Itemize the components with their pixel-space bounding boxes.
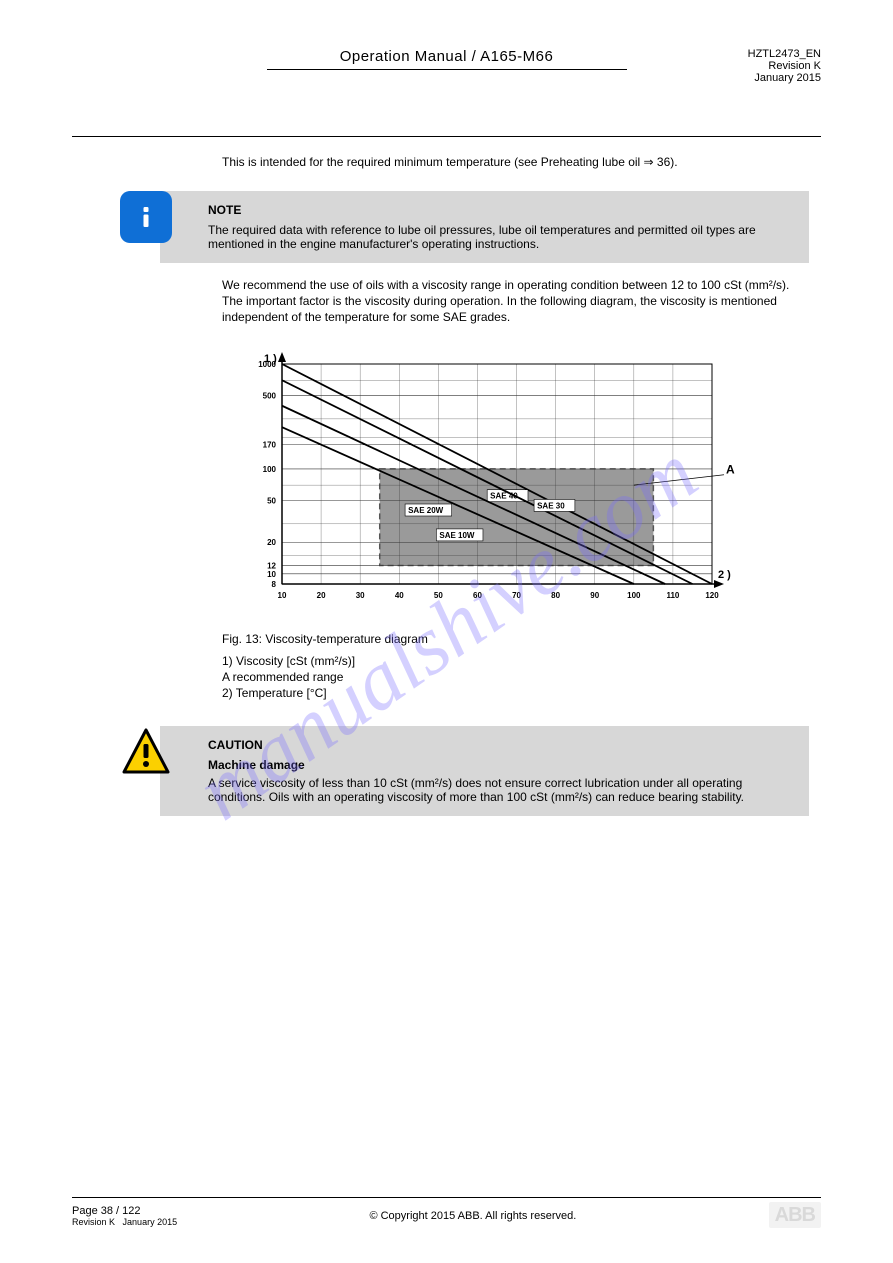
svg-text:30: 30 xyxy=(356,591,365,600)
header-meta: HZTL2473_EN Revision K January 2015 xyxy=(748,48,821,84)
svg-text:100: 100 xyxy=(263,464,277,473)
svg-text:20: 20 xyxy=(267,538,276,547)
footer-date: January 2015 xyxy=(123,1217,178,1227)
svg-text:SAE 10W: SAE 10W xyxy=(439,530,475,539)
svg-text:90: 90 xyxy=(590,591,599,600)
svg-text:1 ): 1 ) xyxy=(264,353,277,365)
svg-text:8: 8 xyxy=(272,580,277,589)
chart-key: 1) Viscosity [cSt (mm²/s)] A recommended… xyxy=(222,654,809,700)
svg-text:12: 12 xyxy=(267,561,276,570)
footer-page: Page 38 / 122 xyxy=(72,1205,177,1217)
svg-text:10: 10 xyxy=(278,591,287,600)
svg-text:2 ): 2 ) xyxy=(718,569,731,581)
note-text: The required data with reference to lube… xyxy=(208,223,793,251)
caution-body: A service viscosity of less than 10 cSt … xyxy=(208,776,793,804)
page-root: Operation Manual / A165-M66 HZTL2473_EN … xyxy=(0,0,893,1263)
note-callout: NOTE The required data with reference to… xyxy=(72,191,809,263)
content-area: This is intended for the required minimu… xyxy=(72,155,821,816)
svg-text:70: 70 xyxy=(512,591,521,600)
chart-caption: Fig. 13: Viscosity-temperature diagram xyxy=(222,632,809,646)
chart-key-1: 1) Viscosity [cSt (mm²/s)] xyxy=(222,654,809,668)
viscosity-chart: 8101220501001705001000102030405060708090… xyxy=(222,344,742,624)
footer: Page 38 / 122 Revision K January 2015 © … xyxy=(72,1197,821,1227)
svg-text:10: 10 xyxy=(267,569,276,578)
caution-box: CAUTION Machine damage A service viscosi… xyxy=(160,726,809,816)
svg-text:120: 120 xyxy=(705,591,719,600)
recommend-paragraph: We recommend the use of oils with a visc… xyxy=(222,277,809,326)
abb-logo: ABB xyxy=(769,1204,821,1227)
caution-callout: CAUTION Machine damage A service viscosi… xyxy=(72,726,809,816)
svg-text:50: 50 xyxy=(434,591,443,600)
svg-text:20: 20 xyxy=(317,591,326,600)
chart-key-A: A recommended range xyxy=(222,670,809,684)
chart-svg: 8101220501001705001000102030405060708090… xyxy=(222,344,742,624)
svg-text:50: 50 xyxy=(267,496,276,505)
svg-text:500: 500 xyxy=(263,391,277,400)
doc-id: HZTL2473_EN xyxy=(748,48,821,60)
svg-text:60: 60 xyxy=(473,591,482,600)
svg-text:SAE 20W: SAE 20W xyxy=(408,506,444,515)
svg-text:40: 40 xyxy=(395,591,404,600)
doc-title: Operation Manual / A165-M66 xyxy=(267,48,627,70)
svg-text:80: 80 xyxy=(551,591,560,600)
note-tag: NOTE xyxy=(208,203,241,217)
chart-key-2: 2) Temperature [°C] xyxy=(222,686,809,700)
svg-text:100: 100 xyxy=(627,591,641,600)
header: Operation Manual / A165-M66 HZTL2473_EN … xyxy=(72,48,821,108)
footer-rev: Revision K xyxy=(72,1217,115,1227)
footer-left: Page 38 / 122 Revision K January 2015 xyxy=(72,1205,177,1227)
note-box: NOTE The required data with reference to… xyxy=(160,191,809,263)
caution-tag: CAUTION xyxy=(208,738,263,752)
svg-text:A: A xyxy=(726,462,735,476)
warning-icon xyxy=(120,726,172,778)
doc-revision: Revision K xyxy=(748,60,821,72)
intro-text: This is intended for the required minimu… xyxy=(222,155,809,169)
svg-text:170: 170 xyxy=(263,440,277,449)
caution-subhead: Machine damage xyxy=(208,758,793,772)
footer-copyright: © Copyright 2015 ABB. All rights reserve… xyxy=(177,1210,769,1222)
doc-date: January 2015 xyxy=(748,72,821,84)
svg-text:110: 110 xyxy=(666,591,679,600)
header-rule xyxy=(72,136,821,137)
info-icon xyxy=(120,191,172,243)
svg-text:SAE 30: SAE 30 xyxy=(537,501,565,510)
